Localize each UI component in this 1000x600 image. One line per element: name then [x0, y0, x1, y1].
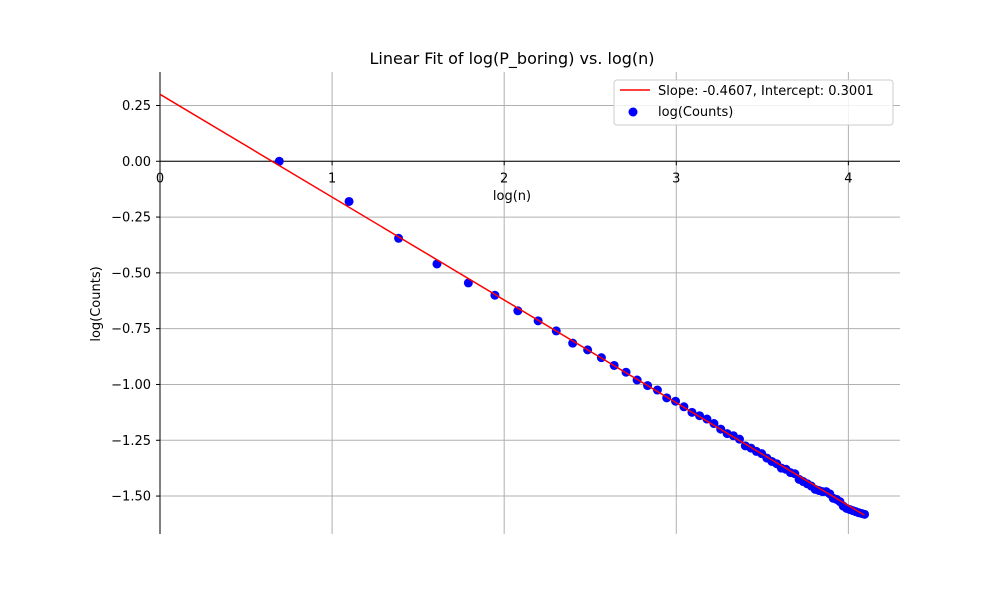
legend-box [613, 79, 894, 126]
y-tick-label: −0.25 [111, 211, 151, 226]
data-point [860, 509, 870, 519]
legend: Slope: -0.4607, Intercept: 0.3001 log(Co… [613, 79, 894, 126]
legend-point-swatch [628, 107, 638, 117]
x-tick-label: 3 [672, 171, 680, 186]
x-tick-label: 2 [500, 171, 508, 186]
y-tick-label: 0.25 [122, 99, 151, 114]
x-tick-label: 4 [844, 171, 852, 186]
spine-layer [159, 72, 900, 534]
data-point [344, 196, 354, 206]
tick-layer: 0 1 2 3 4 0.25 0.00 −0.25 −0.50 −0.75 −1.00 −1.25 −1… [111, 99, 852, 505]
y-tick-label: 0.00 [122, 155, 151, 170]
x-tick-label: 1 [328, 171, 336, 186]
data-point [702, 414, 712, 424]
grid-layer [159, 72, 900, 534]
y-tick-label: −1.00 [111, 378, 151, 393]
fit-line [159, 93, 865, 516]
chart-title: Linear Fit of log(P_boring) vs. log(n) [369, 49, 654, 69]
y-tick-label: −1.25 [111, 434, 151, 449]
y-axis-title: log(Counts) [89, 266, 104, 341]
y-tick-label: −0.50 [111, 266, 151, 281]
legend-label-points: log(Counts) [658, 105, 733, 120]
legend-label-fit: Slope: -0.4607, Intercept: 0.3001 [658, 84, 874, 99]
x-axis-title: log(n) [493, 189, 531, 204]
data-point [513, 306, 523, 316]
y-tick-label: −0.75 [111, 322, 151, 337]
y-tick-label: −1.50 [111, 490, 151, 505]
x-tick-label: 0 [156, 171, 164, 186]
data-point [568, 338, 578, 348]
line-layer [159, 93, 865, 516]
